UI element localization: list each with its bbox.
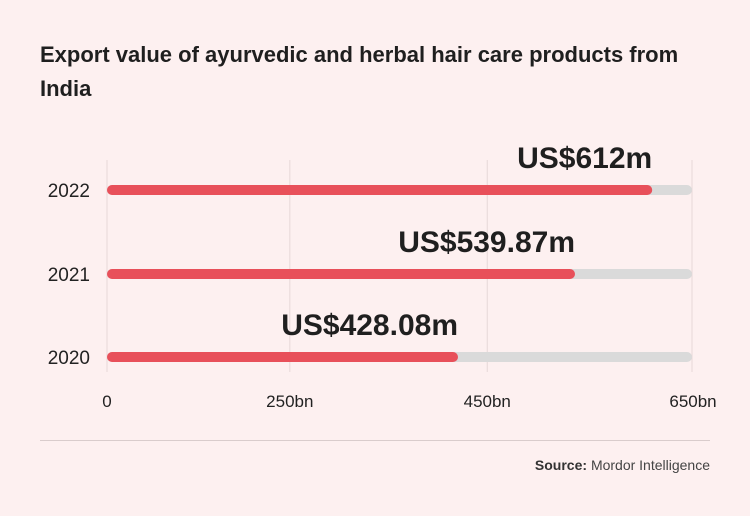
x-tick-label-3: 650bn [669, 392, 716, 411]
bar-2022 [107, 185, 653, 195]
bar-chart: 2022 US$612m 2021 US$539.87m 2020 US$428.08m 0… [48, 142, 717, 411]
value-label-2020: US$428.08m [281, 309, 458, 342]
x-tick-label-2: 450bn [464, 392, 511, 411]
value-label-2021: US$539.87m [398, 226, 575, 259]
x-tick-label-1: 250bn [266, 392, 313, 411]
category-label-2022: 2022 [48, 181, 90, 202]
category-label-2021: 2021 [48, 265, 90, 286]
source-label: Source: [534, 457, 588, 473]
source-note: Source: Mordor Intelligence [535, 457, 710, 473]
bar-2020 [107, 352, 458, 362]
chart-title: Export value of ayurvedic and herbal hai… [40, 42, 679, 101]
source-name: Mordor Intelligence [590, 457, 710, 473]
bar-2021 [107, 269, 575, 279]
category-label-2020: 2020 [48, 348, 90, 369]
x-tick-label-0: 0 [102, 392, 111, 411]
value-label-2022: US$612m [517, 142, 652, 175]
footer-divider [40, 440, 710, 441]
